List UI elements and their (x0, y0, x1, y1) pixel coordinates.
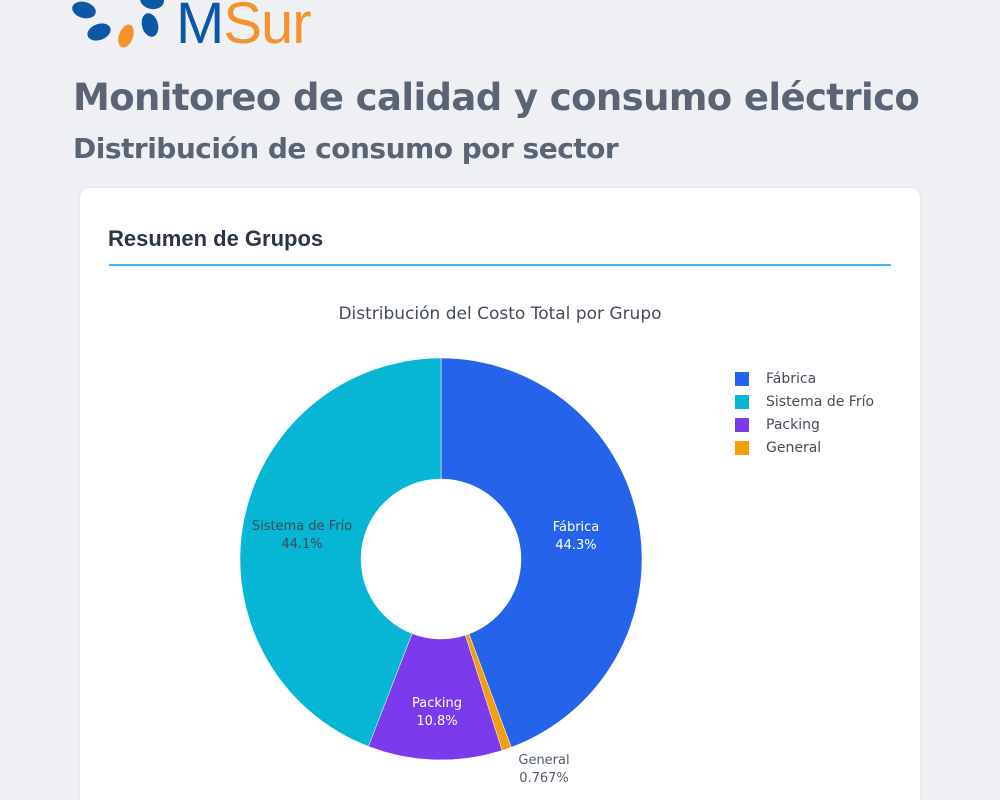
legend-label: Sistema de Frío (766, 393, 875, 410)
legend-item-packing[interactable]: Packing (735, 413, 874, 436)
slice-label-packing-name: Packing (412, 696, 462, 711)
legend-label: General (766, 439, 822, 456)
legend-swatch-packing (735, 417, 749, 432)
logo-text-sur: Sur (223, 0, 311, 56)
slice-fabrica[interactable] (440, 357, 643, 748)
msur-logo: MSur (70, 0, 312, 58)
page-subtitle: Distribución de consumo por sector (73, 132, 619, 165)
legend-swatch-general (735, 440, 749, 455)
logo-wordmark: MSur (176, 0, 312, 56)
legend-item-sistema-de-frio[interactable]: Sistema de Frío (735, 390, 874, 413)
chart-legend: Fábrica Sistema de Frío Packing General (735, 367, 874, 459)
slice-sistema-de-frio[interactable] (239, 357, 442, 747)
slice-label-fabrica-pct: 44.3% (555, 538, 596, 553)
slice-label-general-pct: 0.767% (519, 771, 569, 786)
donut-slices (239, 357, 643, 761)
logo-text-m: M (176, 0, 224, 56)
slice-label-fabrica-name: Fábrica (553, 520, 600, 535)
slice-label-packing-pct: 10.8% (416, 714, 457, 729)
page-title: Monitoreo de calidad y consumo eléctrico (73, 76, 920, 119)
group-summary-card: Resumen de Grupos Distribución del Costo… (80, 188, 920, 800)
card-divider (109, 264, 891, 266)
legend-label: Fábrica (766, 370, 817, 387)
logo-sunburst-icon (72, 0, 164, 48)
legend-swatch-fabrica (735, 371, 749, 386)
card-title: Resumen de Grupos (108, 226, 324, 251)
chart-title: Distribución del Costo Total por Grupo (338, 304, 662, 324)
legend-swatch-sistema-de-frio (735, 394, 749, 409)
legend-item-fabrica[interactable]: Fábrica (735, 367, 874, 390)
legend-label: Packing (766, 416, 820, 433)
legend-item-general[interactable]: General (735, 436, 874, 459)
slice-label-frio-pct: 44.1% (281, 537, 322, 552)
slice-label-general-name: General (518, 753, 569, 768)
donut-chart: Fábrica 44.3% Sistema de Frío 44.1% Pack… (239, 357, 643, 786)
slice-label-frio-name: Sistema de Frío (252, 519, 352, 534)
